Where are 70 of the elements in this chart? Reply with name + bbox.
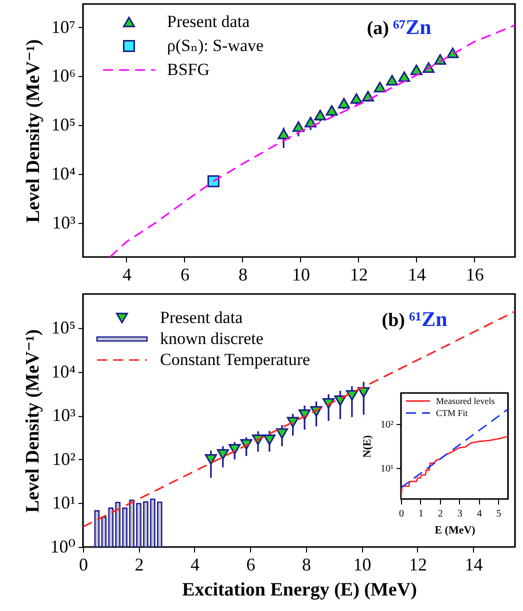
point (410, 64, 422, 76)
legend-label: BSFG (167, 60, 210, 79)
point (338, 98, 350, 109)
y-tick-label: 10¹ (380, 464, 394, 475)
y-tick-label: 10¹ (52, 492, 76, 513)
y-tick-label: 10⁵ (51, 114, 76, 135)
x-tick-label: 8 (238, 264, 248, 284)
y-axis-title: Level Density (MeV⁻¹) (23, 39, 44, 223)
point (278, 128, 290, 140)
legend-label: Constant Temperature (160, 350, 310, 369)
x-tick-label: 1 (418, 508, 424, 520)
point (386, 74, 398, 86)
x-tick-label: 2 (134, 554, 144, 574)
x-tick-label: 12 (350, 264, 368, 284)
x-tick-label: 12 (408, 554, 427, 574)
point (228, 444, 241, 455)
legend-label: CTM Fit (436, 408, 468, 418)
y-tick-label: 10⁶ (51, 66, 76, 86)
x-tick-label: 14 (464, 554, 483, 574)
point (314, 110, 326, 120)
y-tick-label: 10⁷ (51, 16, 76, 37)
y-tick-label: 10⁰ (50, 536, 76, 556)
x-tick-label: 14 (408, 264, 426, 284)
point (292, 121, 304, 132)
y-tick-label: 10⁵ (51, 318, 76, 338)
point (398, 71, 410, 82)
x-tick-label: 0 (79, 554, 88, 574)
legend-label: Measured levels (436, 396, 496, 406)
y-tick-label: 10² (52, 448, 76, 469)
point (350, 93, 362, 104)
y-tick-label: 10³ (52, 212, 76, 232)
x-tick-label: 5 (496, 508, 502, 520)
point (276, 428, 288, 439)
x-tick-label: 0 (399, 508, 404, 520)
x-tick-label: 6 (180, 264, 190, 284)
x-tick-label: 3 (457, 508, 462, 520)
x-tick-label: 2 (438, 508, 443, 520)
point (346, 390, 358, 401)
point (374, 82, 386, 92)
legend-label: Present data (167, 12, 250, 31)
x-tick-label: 6 (246, 554, 256, 574)
line-series (401, 436, 508, 499)
point (358, 387, 370, 398)
legend-label: ρ(Sₙ): S-wave (167, 36, 264, 55)
legend-label: Present data (160, 308, 244, 327)
x-tick-label: 10 (353, 554, 372, 574)
point (263, 434, 276, 446)
point (216, 449, 229, 460)
y-tick-label: 10⁴ (51, 163, 76, 184)
x-tick-label: 4 (476, 508, 482, 520)
x-tick-label: 4 (122, 264, 132, 284)
y-tick-label: 10² (380, 419, 394, 430)
annotation: (b) ⁶¹Zn (382, 307, 448, 331)
point (207, 175, 220, 188)
y-tick-label: 10⁴ (51, 361, 76, 382)
annotation: (a) ⁶⁷Zn (366, 15, 432, 39)
x-tick-label: 16 (466, 264, 484, 284)
y-tick-label: 10³ (52, 405, 76, 426)
x-axis-title: E (MeV) (434, 524, 476, 536)
x-axis-title: Excitation Energy (E) (MeV) (182, 580, 417, 600)
point (204, 454, 217, 465)
point (286, 416, 299, 428)
point (326, 105, 338, 116)
x-tick-label: 10 (292, 264, 310, 284)
y-axis-title: Level Density (MeV⁻¹) (22, 329, 44, 513)
legend-label: known discrete (160, 329, 264, 348)
y-axis-title: N(E) (362, 434, 374, 458)
point (446, 48, 459, 58)
x-tick-label: 4 (190, 554, 200, 574)
x-tick-label: 8 (302, 554, 311, 574)
